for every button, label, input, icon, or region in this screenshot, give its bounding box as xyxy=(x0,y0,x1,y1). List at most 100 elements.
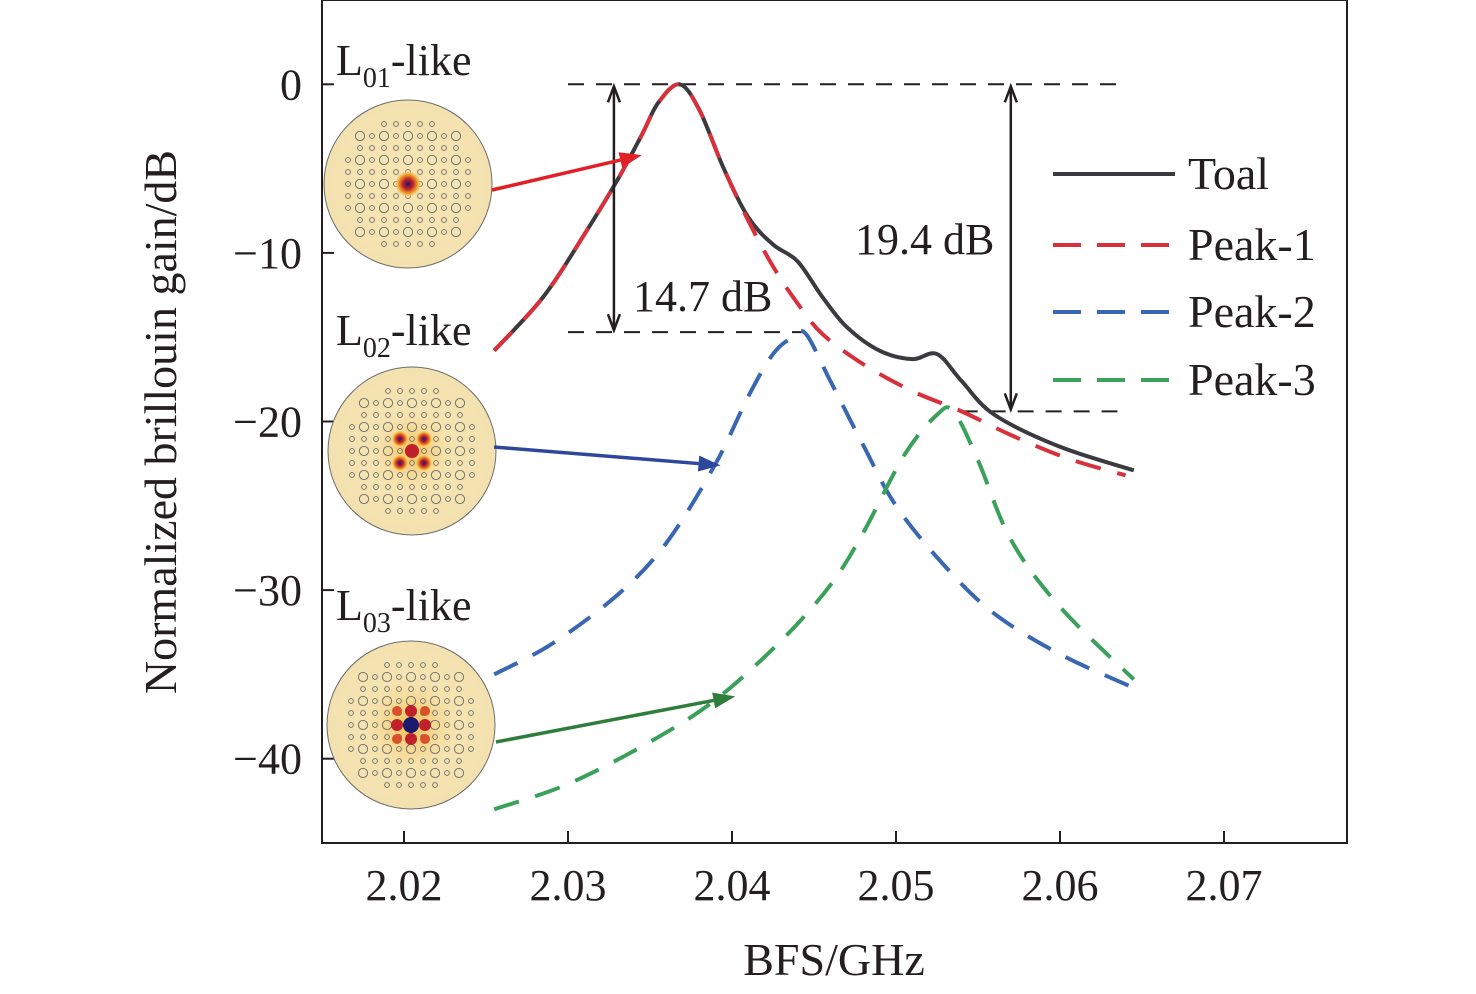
air-hole xyxy=(453,695,465,707)
air-hole xyxy=(421,400,427,406)
air-hole xyxy=(357,193,363,199)
air-hole xyxy=(453,145,459,151)
air-hole xyxy=(445,400,451,406)
mode-core-l01 xyxy=(394,170,422,198)
air-hole xyxy=(421,484,427,490)
air-hole xyxy=(469,460,475,466)
air-hole xyxy=(432,782,438,788)
air-hole xyxy=(349,436,355,442)
air-hole xyxy=(385,508,391,514)
air-hole xyxy=(468,734,474,740)
air-hole xyxy=(354,226,366,238)
air-hole xyxy=(358,397,370,409)
x-tick-label: 2.03 xyxy=(530,861,607,910)
air-hole xyxy=(345,181,351,187)
air-hole xyxy=(385,436,391,442)
air-hole xyxy=(445,424,451,430)
mode-inset-l02: L02-like xyxy=(327,306,497,536)
y-tick-label: −20 xyxy=(233,398,302,447)
air-hole xyxy=(450,178,462,190)
air-hole xyxy=(453,671,465,683)
air-hole xyxy=(406,493,418,505)
air-hole xyxy=(417,145,423,151)
air-hole xyxy=(406,397,418,409)
y-tick-label: −10 xyxy=(233,229,302,278)
air-hole xyxy=(372,758,378,764)
air-hole xyxy=(445,436,451,442)
air-hole xyxy=(385,388,391,394)
air-hole xyxy=(456,734,462,740)
air-hole xyxy=(372,698,378,704)
air-hole xyxy=(369,229,375,235)
air-hole xyxy=(378,202,390,214)
air-hole xyxy=(384,710,390,716)
air-hole xyxy=(381,767,393,779)
air-hole xyxy=(432,758,438,764)
series-line-peak-2 xyxy=(493,328,1135,690)
air-hole xyxy=(468,710,474,716)
air-hole xyxy=(417,205,423,211)
air-hole xyxy=(421,508,427,514)
air-hole xyxy=(417,229,423,235)
air-hole xyxy=(361,436,367,442)
air-hole xyxy=(429,767,441,779)
air-hole xyxy=(385,412,391,418)
air-hole xyxy=(360,758,366,764)
air-hole xyxy=(429,121,435,127)
air-hole xyxy=(385,460,391,466)
air-hole xyxy=(430,469,442,481)
air-hole xyxy=(409,508,415,514)
air-hole xyxy=(465,157,471,163)
air-hole xyxy=(402,202,414,214)
air-hole xyxy=(373,436,379,442)
air-hole xyxy=(354,178,366,190)
air-hole xyxy=(373,400,379,406)
air-hole xyxy=(393,205,399,211)
air-hole xyxy=(397,496,403,502)
air-hole xyxy=(405,145,411,151)
air-hole xyxy=(354,154,366,166)
air-hole xyxy=(457,484,463,490)
air-hole xyxy=(384,782,390,788)
gap1-arrow-head-bottom xyxy=(606,313,622,334)
air-hole xyxy=(430,397,442,409)
air-hole xyxy=(420,674,426,680)
x-tick-label: 2.04 xyxy=(694,861,771,910)
air-hole xyxy=(457,436,463,442)
air-hole xyxy=(426,130,438,142)
air-hole xyxy=(409,484,415,490)
air-hole xyxy=(417,169,423,175)
air-hole xyxy=(426,226,438,238)
air-hole xyxy=(396,674,402,680)
air-hole xyxy=(381,145,387,151)
air-hole xyxy=(456,686,462,692)
air-hole xyxy=(393,229,399,235)
air-hole xyxy=(441,217,447,223)
air-hole xyxy=(444,758,450,764)
air-hole xyxy=(378,178,390,190)
air-hole xyxy=(358,445,370,457)
air-hole xyxy=(382,421,394,433)
air-hole xyxy=(393,217,399,223)
gap1-arrow-head-top xyxy=(606,82,622,103)
mode-arrow-shaft xyxy=(493,445,699,466)
air-hole xyxy=(444,770,450,776)
air-hole xyxy=(450,130,462,142)
air-hole xyxy=(384,686,390,692)
air-hole xyxy=(361,460,367,466)
mode-arrow-head xyxy=(712,692,736,709)
mode-arrow-head xyxy=(618,152,642,168)
air-hole xyxy=(430,445,442,457)
air-hole xyxy=(381,743,393,755)
air-hole xyxy=(369,181,375,187)
y-axis-ticks: 0 −10 −20 −30 −40 xyxy=(233,60,334,784)
legend: Toal Peak-1 Peak-2 Peak-3 xyxy=(1053,148,1316,405)
air-hole xyxy=(441,157,447,163)
air-hole xyxy=(426,154,438,166)
air-hole xyxy=(433,508,439,514)
air-hole xyxy=(382,397,394,409)
air-hole xyxy=(429,743,441,755)
mode-arrows xyxy=(491,152,736,744)
air-hole xyxy=(384,734,390,740)
air-hole xyxy=(381,193,387,199)
